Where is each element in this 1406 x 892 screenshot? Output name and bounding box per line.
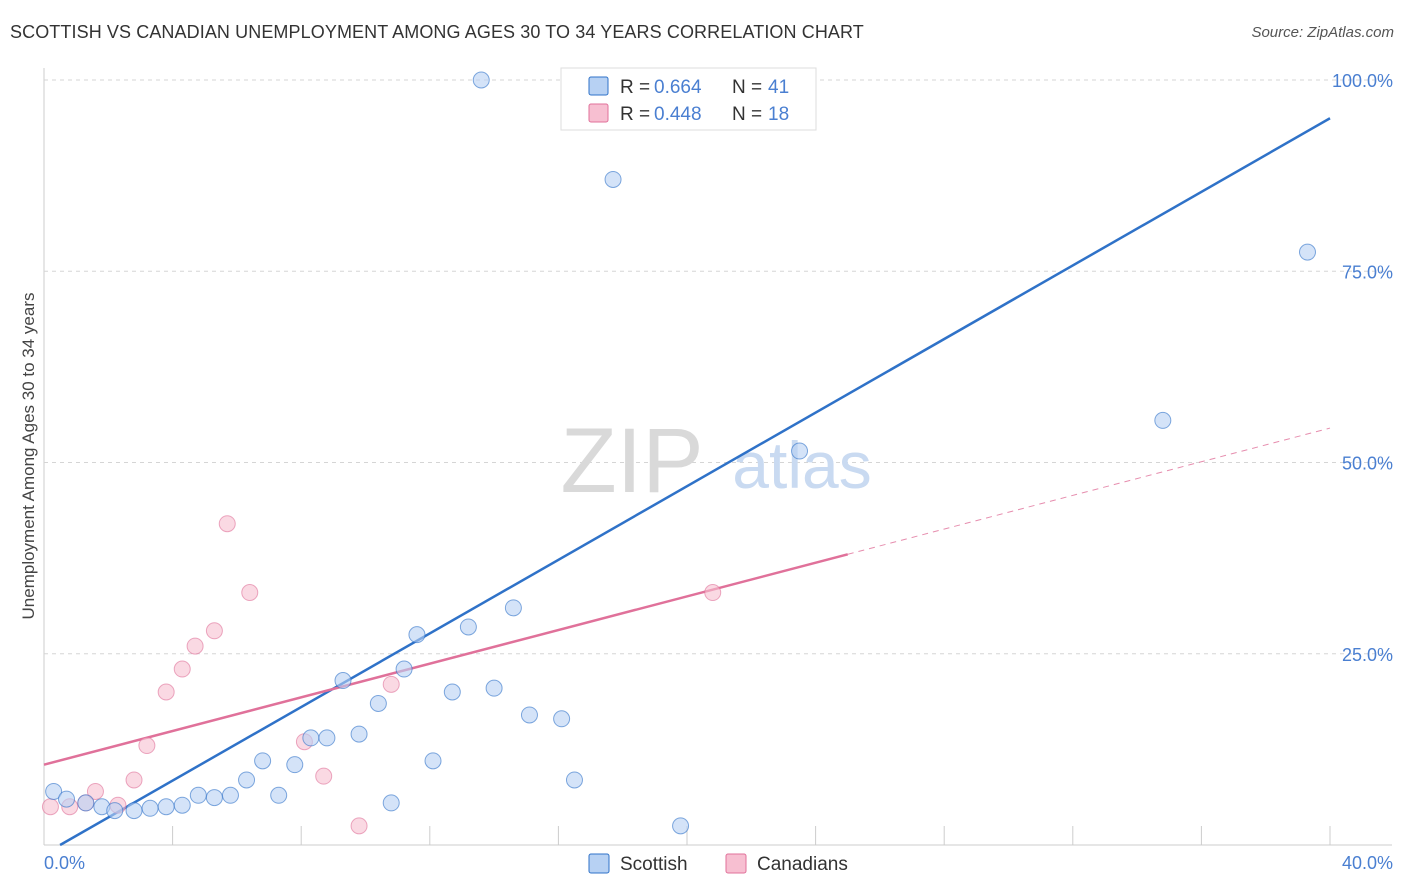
- canadians-point: [138, 737, 156, 755]
- scottish-point: [334, 672, 352, 690]
- legend-n-label: N =: [732, 104, 762, 125]
- scottish-point: [424, 752, 442, 770]
- watermark-atlas: atlas: [732, 428, 871, 502]
- scottish-point: [520, 706, 538, 724]
- scottish-point: [369, 694, 387, 712]
- scottish-point: [157, 798, 175, 816]
- canadians-point: [382, 675, 400, 693]
- scottish-point: [1298, 243, 1316, 261]
- scottish-point: [302, 729, 320, 747]
- scottish-point: [604, 170, 622, 188]
- scottish-point: [350, 725, 368, 743]
- bottom-legend-swatch-scottish: [588, 853, 610, 874]
- scottish-point: [485, 679, 503, 697]
- legend-n-value: 18: [768, 104, 789, 125]
- legend-swatch-scottish: [588, 76, 609, 96]
- grid: [43, 68, 1392, 846]
- canadians-point: [350, 817, 368, 835]
- scottish-point: [459, 618, 477, 636]
- canadians-point: [41, 798, 59, 816]
- scottish-trendline: [59, 117, 1331, 847]
- correlation-legend: R = 0.664 N = 41 R = 0.448 N = 18: [560, 67, 817, 131]
- legend-r-value: 0.664: [654, 77, 702, 98]
- legend-r-value: 0.448: [654, 104, 702, 125]
- canadians-trendline-extension: [847, 427, 1331, 555]
- canadians-point: [186, 637, 204, 655]
- bottom-legend-swatch-canadians: [725, 853, 747, 874]
- scottish-point: [141, 799, 159, 817]
- scottish-point: [254, 752, 272, 770]
- watermark: ZIP atlas: [560, 410, 871, 512]
- y-tick-label: 50.0%: [1342, 454, 1393, 474]
- scottish-point: [672, 817, 690, 835]
- scottish-point: [318, 729, 336, 747]
- bottom-legend-scottish: Scottish: [620, 854, 688, 875]
- legend-swatch-canadians: [588, 103, 609, 123]
- scottish-point: [189, 786, 207, 804]
- canadians-point: [315, 767, 333, 785]
- canadians-point: [704, 584, 722, 602]
- scottish-point: [382, 794, 400, 812]
- legend-n-value: 41: [768, 77, 789, 98]
- scottish-point: [270, 786, 288, 804]
- scottish-point: [58, 790, 76, 808]
- series-legend: Scottish Canadians: [588, 853, 848, 875]
- y-tick-label: 25.0%: [1342, 645, 1393, 665]
- bottom-legend-canadians: Canadians: [757, 854, 848, 875]
- x-tick-label: 40.0%: [1342, 853, 1393, 873]
- canadians-point: [218, 515, 236, 533]
- scottish-point: [553, 710, 571, 728]
- scottish-point: [443, 683, 461, 701]
- canadians-point: [205, 622, 223, 640]
- legend-r-label: R =: [620, 77, 650, 98]
- scottish-point: [77, 794, 95, 812]
- canadians-point: [173, 660, 191, 678]
- canadians-point: [86, 782, 104, 800]
- watermark-zip: ZIP: [560, 410, 703, 512]
- x-tick-label: 0.0%: [44, 853, 85, 873]
- legend-n-label: N =: [732, 77, 762, 98]
- canadians-point: [241, 584, 259, 602]
- scottish-point: [565, 771, 583, 789]
- scottish-point: [504, 599, 522, 617]
- scottish-point: [791, 442, 809, 460]
- tick-labels: 25.0% 50.0% 75.0% 100.0% 0.0% 40.0%: [44, 71, 1393, 873]
- scottish-point: [238, 771, 256, 789]
- scottish-point: [1154, 411, 1172, 429]
- scottish-point: [286, 756, 304, 774]
- canadians-point: [125, 771, 143, 789]
- canadians-point: [157, 683, 175, 701]
- chart-title: SCOTTISH VS CANADIAN UNEMPLOYMENT AMONG …: [10, 22, 864, 42]
- source-credit: Source: ZipAtlas.com: [1251, 24, 1394, 41]
- scottish-point: [125, 802, 143, 820]
- scottish-point: [408, 626, 426, 644]
- y-tick-label: 75.0%: [1342, 262, 1393, 282]
- scottish-point: [106, 802, 124, 820]
- scottish-point: [173, 796, 191, 814]
- scottish-point: [45, 782, 63, 800]
- y-tick-label: 100.0%: [1332, 71, 1393, 91]
- scottish-point: [472, 71, 490, 89]
- scottish-point: [221, 786, 239, 804]
- legend-r-label: R =: [620, 104, 650, 125]
- scottish-point: [395, 660, 413, 678]
- canadians-trendline: [43, 553, 849, 766]
- scottish-point: [205, 789, 223, 807]
